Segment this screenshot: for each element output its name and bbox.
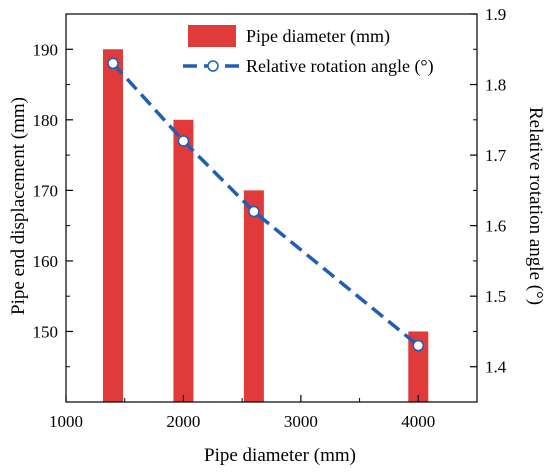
bar [408,331,429,402]
y-right-tick-label: 1.8 [485,76,506,95]
x-tick-label: 2000 [166,412,200,431]
x-tick-label: 4000 [401,412,435,431]
y-right-tick-label: 1.6 [485,217,506,236]
legend-line-marker [207,60,219,72]
plot-frame [65,13,478,403]
legend-bar-label: Pipe diameter (mm) [246,26,390,47]
y-right-tick-label: 1.4 [485,358,507,377]
x-axis-title: Pipe diameter (mm) [204,445,356,466]
y-right-tick-label: 1.9 [485,5,506,24]
x-tick-label: 3000 [284,412,318,431]
angle-point [107,57,119,70]
angle-line [111,62,420,347]
y-right-tick-label: 1.5 [485,287,506,306]
x-tick-label: 1000 [49,412,83,431]
bar [243,190,264,402]
y-left-tick-label: 150 [33,322,59,341]
angle-point [177,135,190,147]
bar [102,49,123,402]
axes-layer [65,13,478,403]
angle-point [248,205,260,218]
y-axis-left-title: Pipe end displacement (mm) [8,97,29,315]
legend-line-label: Relative rotation angle (°) [246,56,434,77]
angle-point [412,339,425,352]
legend-bar-swatch [188,25,236,47]
bars-layer [102,49,429,403]
y-left-tick-label: 190 [33,40,59,59]
tick-labels: 1000 2000 3000 4000 150 160 170 180 190 1.4 1.5 1.6… [33,5,507,431]
legend: Pipe diameter (mm) Relative rotation ang… [183,25,434,77]
y-left-tick-label: 180 [33,111,59,130]
y-left-tick-label: 160 [33,252,59,271]
y-left-tick-label: 170 [33,181,59,200]
y-axis-right-title: Relative rotation angle (°) [525,107,546,305]
y-right-tick-label: 1.7 [485,146,507,165]
bar [173,119,194,403]
line-layer [107,57,425,352]
